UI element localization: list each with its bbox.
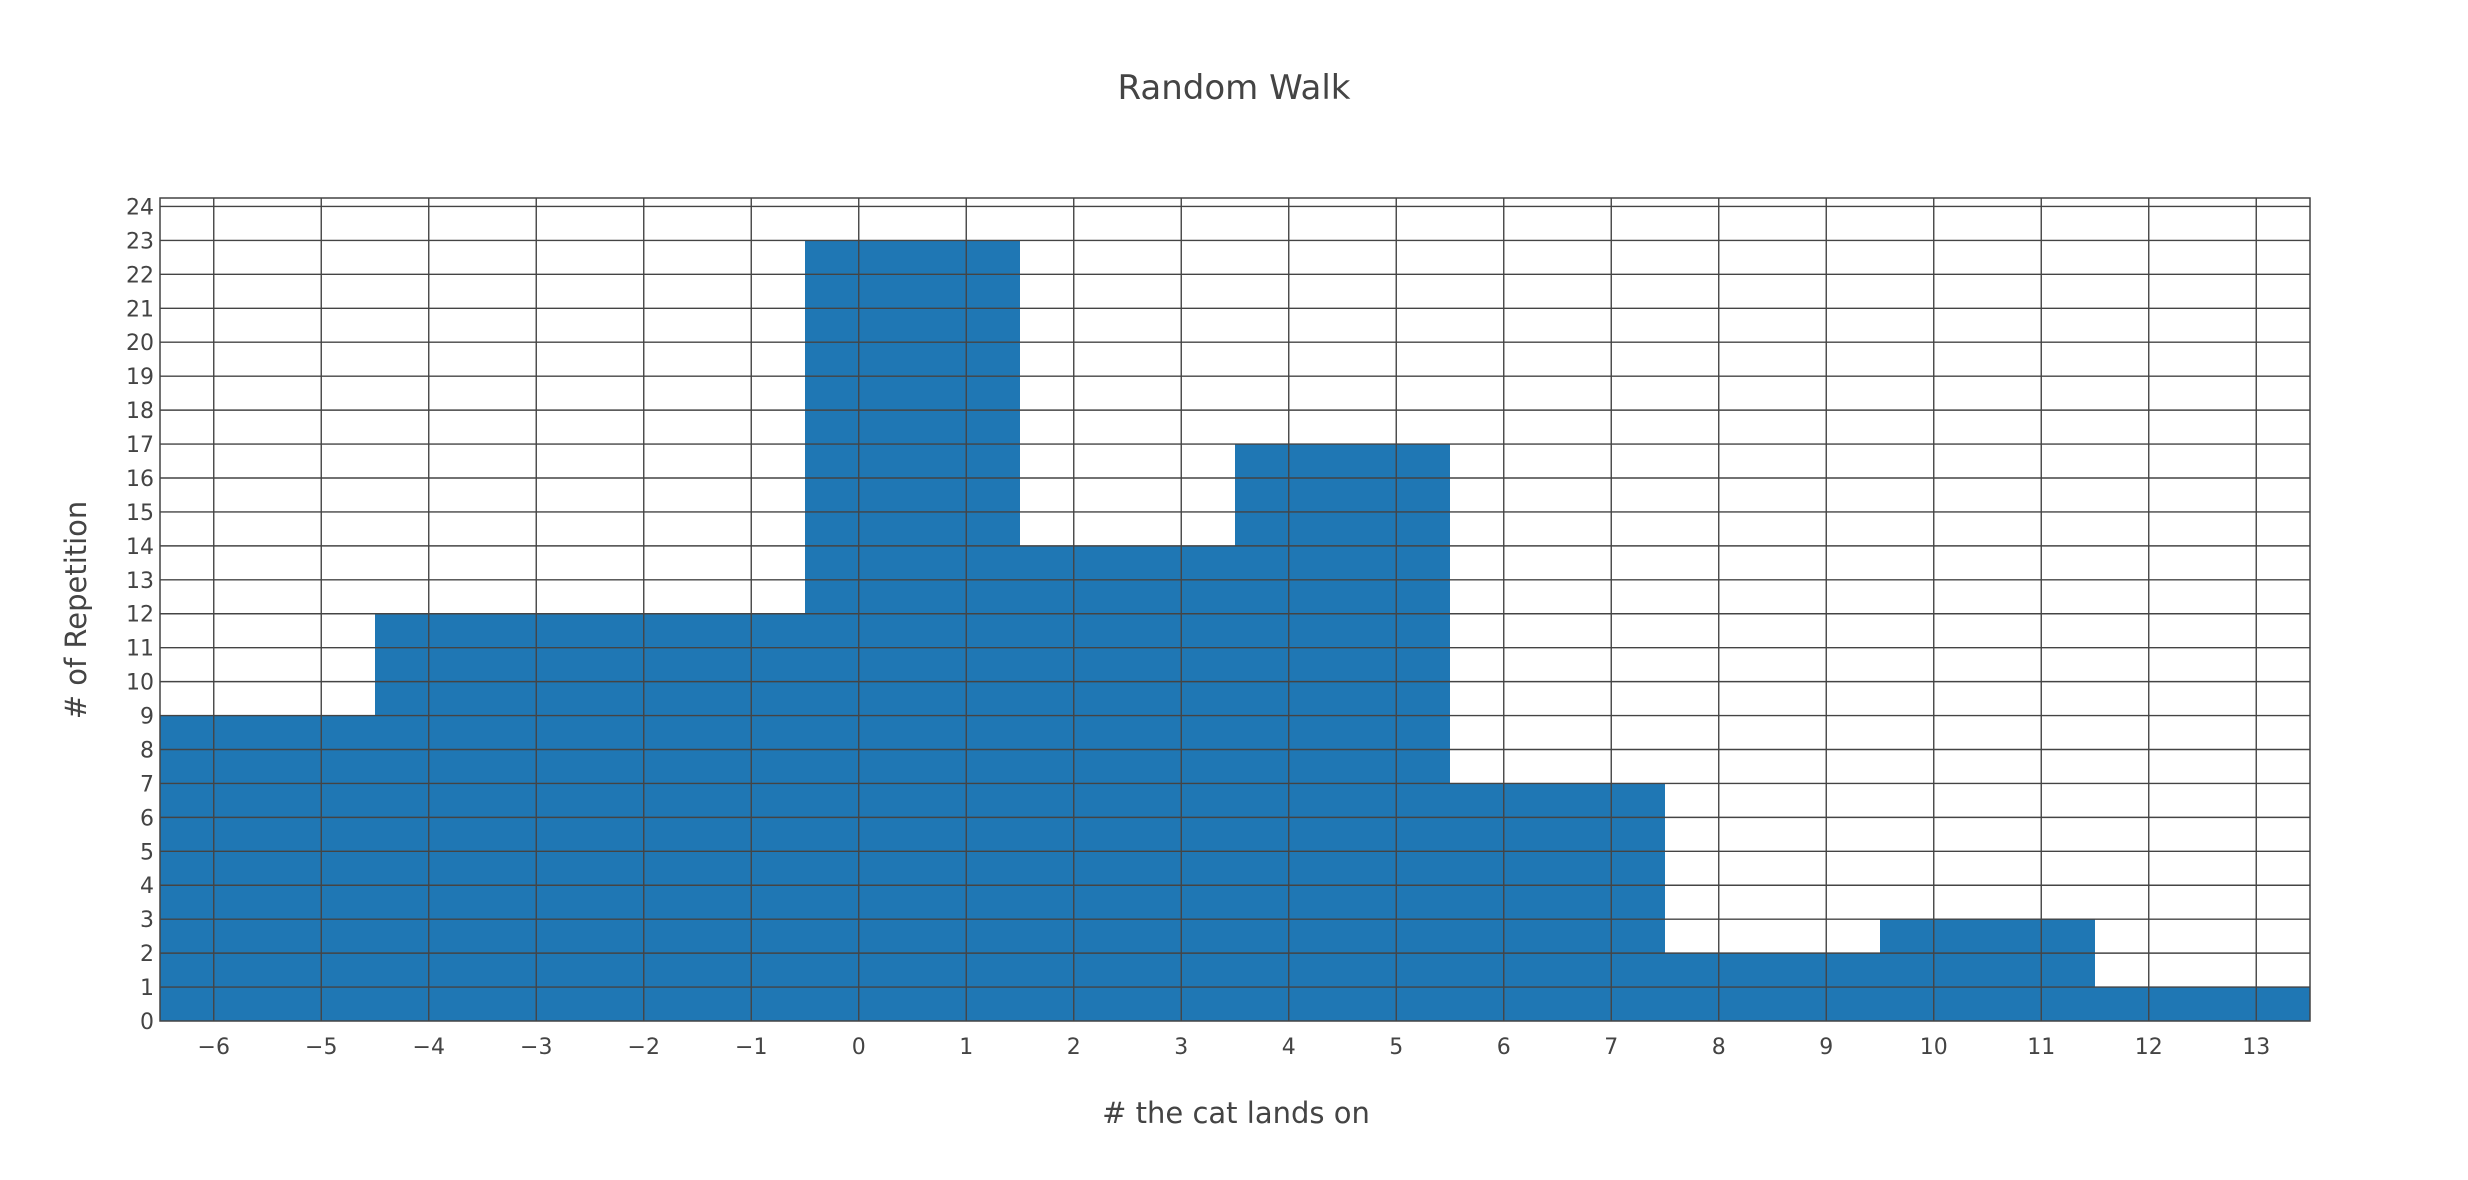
y-tick-label: 11: [126, 637, 154, 662]
x-tick-label: 1: [959, 1035, 973, 1060]
x-tick-label: 0: [852, 1035, 866, 1060]
y-tick-label: 22: [126, 263, 154, 288]
y-tick-label: 23: [126, 229, 154, 254]
x-tick-label: −6: [198, 1035, 230, 1060]
y-tick-label: 16: [126, 467, 154, 492]
y-axis-title: # of Repetition: [59, 501, 93, 720]
y-tick-label: 0: [140, 1010, 154, 1035]
plot-frame: [159, 197, 2311, 1022]
y-tick-label: 5: [140, 840, 154, 865]
y-tick-label: 13: [126, 569, 154, 594]
x-tick-label: 13: [2242, 1035, 2270, 1060]
y-tick-label: 3: [140, 908, 154, 933]
y-tick-label: 19: [126, 365, 154, 390]
y-tick-label: 10: [126, 671, 154, 696]
x-tick-label: 2: [1067, 1035, 1081, 1060]
y-tick-label: 24: [126, 195, 154, 220]
x-tick-label: −1: [735, 1035, 767, 1060]
y-tick-label: 1: [140, 976, 154, 1001]
y-tick-label: 4: [140, 874, 154, 899]
x-tick-label: 3: [1174, 1035, 1188, 1060]
x-axis-ticks: −6 −5 −4 −3 −2 −1 0 1 2 3 4 5 6 7 8 9 10 11 12 13: [198, 1035, 2271, 1060]
x-tick-label: 12: [2135, 1035, 2163, 1060]
y-tick-label: 12: [126, 603, 154, 628]
x-tick-label: 8: [1712, 1035, 1726, 1060]
y-tick-label: 20: [126, 331, 154, 356]
grid-layer: [160, 198, 2310, 1021]
x-tick-label: −2: [628, 1035, 660, 1060]
x-axis-title: # the cat lands on: [1102, 1096, 1370, 1130]
y-tick-label: 18: [126, 399, 154, 424]
histogram-bar-4: [1235, 444, 1450, 1022]
y-tick-label: 15: [126, 501, 154, 526]
x-tick-label: 11: [2027, 1035, 2055, 1060]
y-tick-label: 6: [140, 806, 154, 831]
histogram-bar-2: [805, 240, 1020, 1022]
bars-layer: [160, 240, 2310, 1022]
y-tick-label: 21: [126, 297, 154, 322]
x-tick-label: −5: [305, 1035, 337, 1060]
x-tick-label: 5: [1389, 1035, 1403, 1060]
x-tick-label: 6: [1497, 1035, 1511, 1060]
x-tick-label: −4: [413, 1035, 445, 1060]
y-tick-label: 17: [126, 433, 154, 458]
x-tick-label: 9: [1819, 1035, 1833, 1060]
histogram-bar-5: [1450, 783, 1665, 1021]
chart-title: Random Walk: [1118, 68, 1351, 108]
y-tick-label: 7: [140, 772, 154, 797]
x-tick-label: 4: [1282, 1035, 1296, 1060]
histogram-bar-8: [2095, 987, 2310, 1021]
y-tick-label: 9: [140, 705, 154, 730]
y-tick-label: 14: [126, 535, 154, 560]
histogram-bar-7: [1880, 919, 2095, 1021]
x-tick-label: −3: [520, 1035, 552, 1060]
y-tick-label: 8: [140, 738, 154, 763]
x-tick-label: 7: [1604, 1035, 1618, 1060]
x-tick-label: 10: [1920, 1035, 1948, 1060]
histogram-bar-0: [160, 715, 375, 1021]
y-tick-label: 2: [140, 942, 154, 967]
